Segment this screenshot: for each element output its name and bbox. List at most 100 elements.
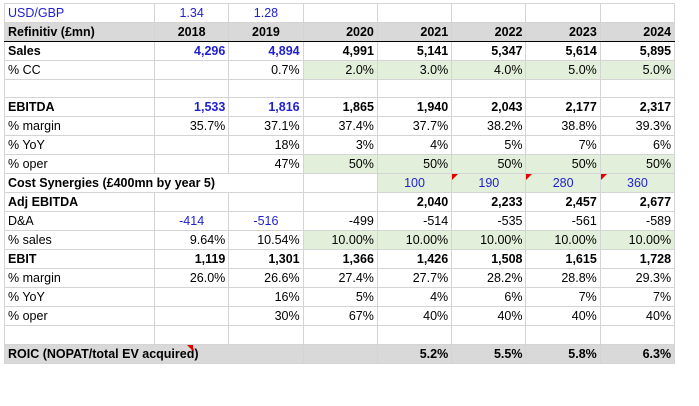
da-label[interactable]: D&A <box>4 211 155 232</box>
ebit-2020[interactable]: 1,366 <box>302 249 378 270</box>
sales-2023[interactable]: 5,614 <box>525 41 601 61</box>
ebit-yoy-2018[interactable] <box>153 287 230 308</box>
ebitda-oper-2023[interactable]: 50% <box>525 154 601 175</box>
cell[interactable] <box>302 343 378 364</box>
ebit-oper-2023[interactable]: 40% <box>525 306 601 327</box>
ebitda-yoy-2022[interactable]: 5% <box>451 135 527 156</box>
cell[interactable] <box>525 325 601 345</box>
ebitda-margin-2022[interactable]: 38.2% <box>451 116 527 137</box>
ebit-yoy-2019[interactable]: 16% <box>228 287 304 308</box>
ebit-margin-2021[interactable]: 27.7% <box>376 268 453 289</box>
ebit-oper-2019[interactable]: 30% <box>228 306 304 327</box>
da-sales-label[interactable]: % sales <box>4 230 155 251</box>
da-sales-2022[interactable]: 10.00% <box>451 230 527 251</box>
cell[interactable] <box>376 3 453 23</box>
ebitda-margin-2019[interactable]: 37.1% <box>228 116 304 137</box>
sales-2024[interactable]: 5,895 <box>599 41 676 61</box>
ebitda-yoy-2024[interactable]: 6% <box>599 135 676 156</box>
synergies-2021[interactable]: 100 <box>376 173 453 194</box>
ebitda-2019[interactable]: 1,816 <box>228 97 304 118</box>
ebit-yoy-2021[interactable]: 4% <box>376 287 453 308</box>
fx-label[interactable]: USD/GBP <box>4 3 155 23</box>
cell[interactable] <box>376 325 453 345</box>
ebitda-oper-label[interactable]: % oper <box>4 154 155 175</box>
year-2018[interactable]: 2018 <box>153 22 230 42</box>
cell[interactable] <box>302 173 378 194</box>
synergies-2024[interactable]: 360 <box>599 173 676 194</box>
da-2022[interactable]: -535 <box>451 211 527 232</box>
da-sales-2019[interactable]: 10.54% <box>228 230 304 251</box>
fx-2019[interactable]: 1.28 <box>228 3 304 23</box>
ebit-yoy-2023[interactable]: 7% <box>525 287 601 308</box>
comment-indicator-icon[interactable] <box>186 345 193 351</box>
sales-label[interactable]: Sales <box>4 41 155 61</box>
ebitda-oper-2022[interactable]: 50% <box>451 154 527 175</box>
roic-2024[interactable]: 6.3% <box>599 343 676 364</box>
cc-2024[interactable]: 5.0% <box>599 60 676 80</box>
ebitda-oper-2018[interactable] <box>153 154 230 175</box>
sales-2019[interactable]: 4,894 <box>228 41 304 61</box>
ebitda-2022[interactable]: 2,043 <box>451 97 527 118</box>
ebitda-yoy-2023[interactable]: 7% <box>525 135 601 156</box>
synergies-label[interactable]: Cost Synergies (£400mn by year 5) <box>4 173 304 194</box>
cc-2021[interactable]: 3.0% <box>376 60 453 80</box>
ebitda-oper-2024[interactable]: 50% <box>599 154 676 175</box>
cell[interactable] <box>4 325 155 345</box>
ebitda-yoy-2020[interactable]: 3% <box>302 135 378 156</box>
ebitda-oper-2019[interactable]: 47% <box>228 154 304 175</box>
ebit-2018[interactable]: 1,119 <box>153 249 230 270</box>
cc-2019[interactable]: 0.7% <box>228 60 304 80</box>
adj-ebitda-2024[interactable]: 2,677 <box>599 192 676 213</box>
da-sales-2024[interactable]: 10.00% <box>599 230 676 251</box>
cell[interactable] <box>599 325 676 345</box>
ebit-2021[interactable]: 1,426 <box>376 249 453 270</box>
ebit-yoy-label[interactable]: % YoY <box>4 287 155 308</box>
header-label[interactable]: Refinitiv (£mn) <box>4 22 155 42</box>
cc-2022[interactable]: 4.0% <box>451 60 527 80</box>
cell[interactable] <box>302 3 378 23</box>
ebit-margin-2024[interactable]: 29.3% <box>599 268 676 289</box>
year-2020[interactable]: 2020 <box>302 22 378 42</box>
da-sales-2018[interactable]: 9.64% <box>153 230 230 251</box>
cell[interactable] <box>153 78 230 99</box>
cell[interactable] <box>451 3 527 23</box>
year-2021[interactable]: 2021 <box>376 22 453 42</box>
ebitda-2018[interactable]: 1,533 <box>153 97 230 118</box>
ebit-2024[interactable]: 1,728 <box>599 249 676 270</box>
ebitda-oper-2020[interactable]: 50% <box>302 154 378 175</box>
ebit-label[interactable]: EBIT <box>4 249 155 270</box>
year-2023[interactable]: 2023 <box>525 22 601 42</box>
ebit-margin-2019[interactable]: 26.6% <box>228 268 304 289</box>
cc-2018[interactable] <box>153 60 230 80</box>
cell[interactable] <box>228 325 304 345</box>
ebit-margin-label[interactable]: % margin <box>4 268 155 289</box>
cell[interactable] <box>228 192 304 213</box>
sales-2022[interactable]: 5,347 <box>451 41 527 61</box>
ebitda-oper-2021[interactable]: 50% <box>376 154 453 175</box>
ebitda-margin-2021[interactable]: 37.7% <box>376 116 453 137</box>
ebit-2022[interactable]: 1,508 <box>451 249 527 270</box>
ebit-yoy-2022[interactable]: 6% <box>451 287 527 308</box>
ebit-margin-2023[interactable]: 28.8% <box>525 268 601 289</box>
year-2019[interactable]: 2019 <box>228 22 304 42</box>
sales-2021[interactable]: 5,141 <box>376 41 453 61</box>
ebit-oper-2021[interactable]: 40% <box>376 306 453 327</box>
roic-2021[interactable]: 5.2% <box>376 343 453 364</box>
cell[interactable] <box>599 3 676 23</box>
da-2020[interactable]: -499 <box>302 211 378 232</box>
ebitda-yoy-2018[interactable] <box>153 135 230 156</box>
ebitda-2021[interactable]: 1,940 <box>376 97 453 118</box>
synergies-2023[interactable]: 280 <box>525 173 601 194</box>
ebitda-margin-2024[interactable]: 39.3% <box>599 116 676 137</box>
da-2021[interactable]: -514 <box>376 211 453 232</box>
ebit-oper-2018[interactable] <box>153 306 230 327</box>
da-2023[interactable]: -561 <box>525 211 601 232</box>
ebit-yoy-2024[interactable]: 7% <box>599 287 676 308</box>
cell[interactable] <box>525 3 601 23</box>
year-2022[interactable]: 2022 <box>451 22 527 42</box>
sales-2018[interactable]: 4,296 <box>153 41 230 61</box>
ebitda-yoy-2019[interactable]: 18% <box>228 135 304 156</box>
ebit-2019[interactable]: 1,301 <box>228 249 304 270</box>
cc-2023[interactable]: 5.0% <box>525 60 601 80</box>
da-2024[interactable]: -589 <box>599 211 676 232</box>
